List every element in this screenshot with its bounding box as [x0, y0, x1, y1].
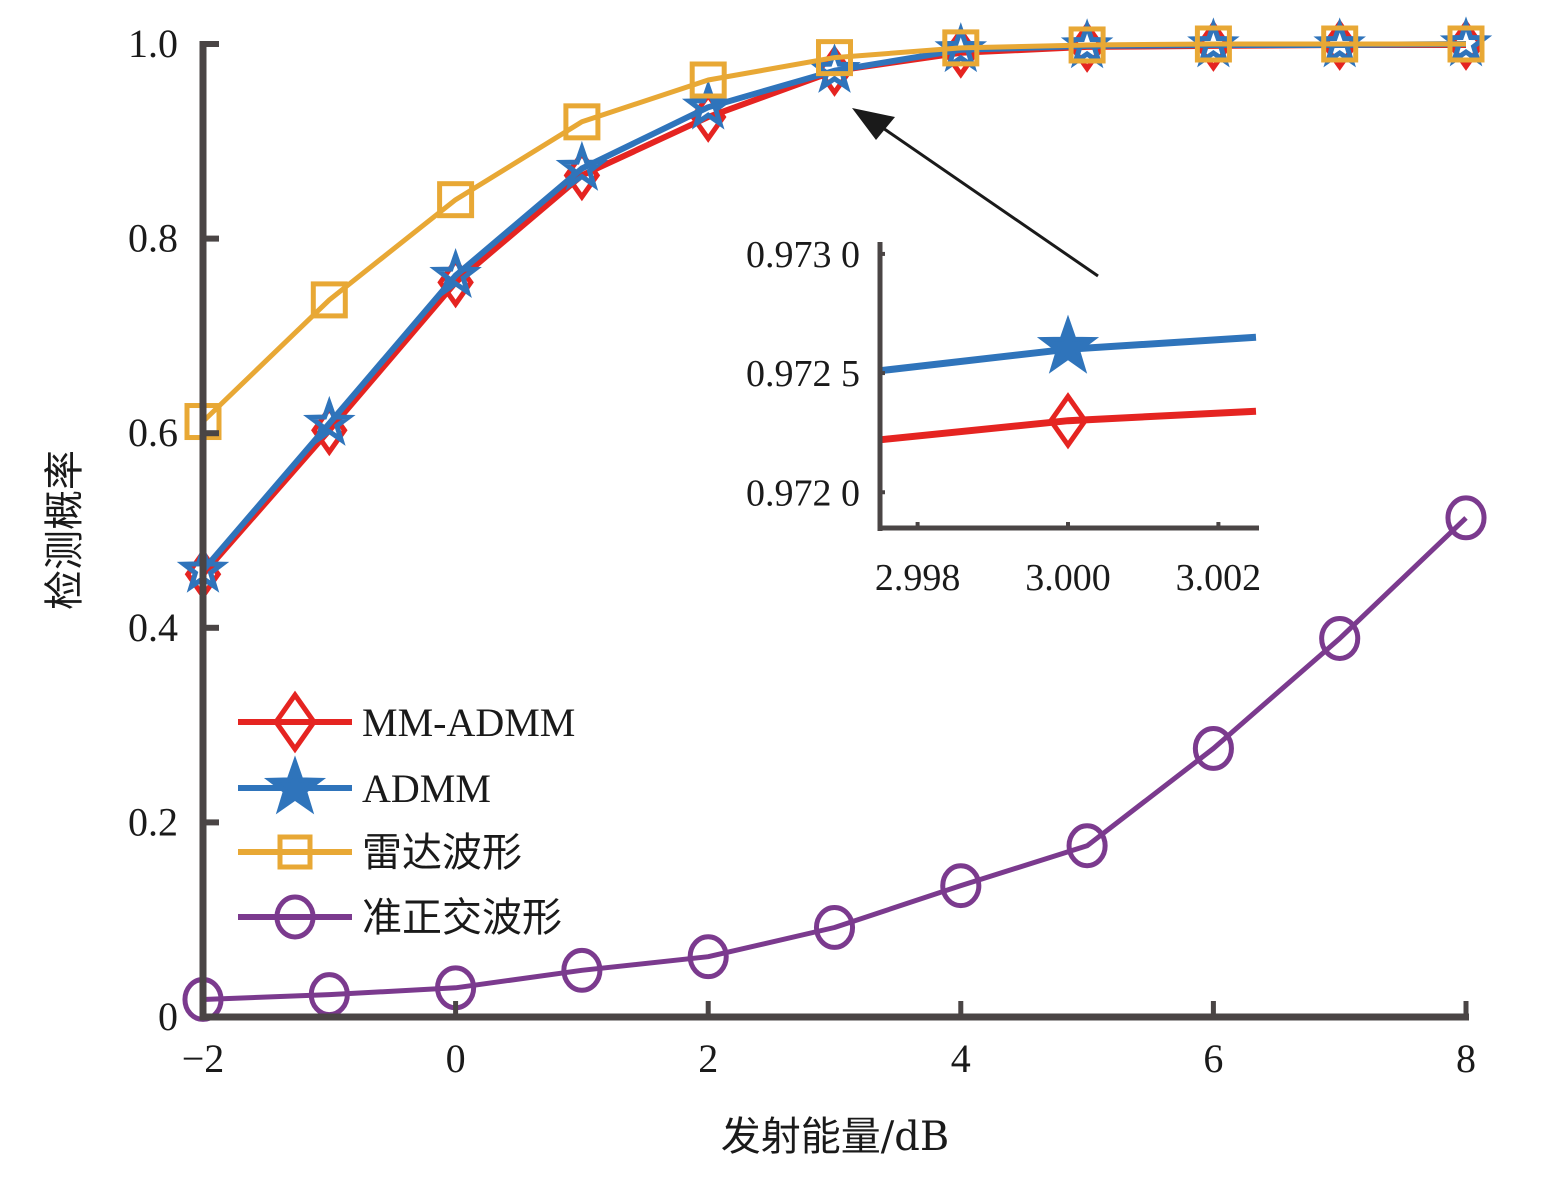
x-tick-label: −2	[182, 1036, 225, 1081]
circle-marker	[274, 894, 316, 940]
square-marker	[310, 281, 348, 319]
y-tick-label: 0.4	[128, 605, 178, 650]
inset-zoom-plot: 0.972 0 0.972 5 0.973 0 2.998 3.000 3.002	[746, 234, 1261, 599]
circle-marker	[561, 947, 603, 993]
x-axis-title: 发射能量/dB	[721, 1114, 949, 1160]
arrow-head-icon	[852, 108, 895, 140]
legend-label: 准正交波形	[362, 895, 562, 941]
circle-marker	[1319, 616, 1361, 661]
inset-y-tick-label: 0.972 5	[746, 353, 860, 395]
star-marker	[1036, 314, 1100, 374]
square-marker	[942, 29, 980, 67]
circle-marker	[1192, 726, 1234, 771]
series-layer	[176, 16, 1493, 1022]
square-marker	[563, 103, 601, 141]
circle-marker	[1445, 495, 1487, 541]
series-circle-line	[182, 495, 1487, 1022]
legend-item: ADMM	[238, 755, 491, 815]
square-marker	[816, 39, 853, 77]
star-marker	[263, 755, 327, 815]
star-marker	[303, 395, 356, 446]
square-marker	[277, 834, 313, 870]
square-marker	[1447, 25, 1485, 63]
square-marker	[1068, 26, 1106, 64]
y-ticks: 0 0.2 0.4 0.6 0.8 1.0	[128, 21, 219, 1039]
y-tick-label: 1.0	[128, 21, 178, 66]
x-tick-label: 4	[951, 1036, 971, 1081]
x-tick-label: 0	[446, 1036, 466, 1081]
star-marker	[429, 247, 482, 298]
circle-marker	[687, 934, 729, 980]
inset-x-tick-label: 2.998	[875, 557, 961, 599]
circle-marker	[813, 905, 856, 950]
legend-item: MM-ADMM	[238, 690, 575, 754]
circle-marker	[1066, 823, 1108, 869]
circle-marker	[940, 863, 982, 909]
series-line	[202, 516, 1468, 1002]
y-tick-label: 0.2	[128, 799, 178, 844]
legend-label: 雷达波形	[362, 830, 522, 876]
star-marker	[555, 140, 609, 191]
zoom-arrow	[852, 108, 1099, 278]
main-plot: 00.20.40.60.81.0 −2 0 2 4 6 8	[128, 16, 1493, 1081]
x-tick-label: 8	[1456, 1036, 1476, 1081]
y-tick-label: 0.8	[128, 216, 178, 261]
square-marker	[1194, 25, 1232, 63]
x-ticks: −2 0 2 4 6 8	[182, 1001, 1476, 1081]
series-line	[201, 41, 1466, 424]
inset-series-star	[879, 314, 1257, 375]
diamond-marker	[1047, 392, 1089, 450]
x-tick-label: 6	[1203, 1036, 1223, 1081]
x-tick-label: 2	[698, 1036, 718, 1081]
diamond-marker	[272, 690, 318, 754]
legend-item: 准正交波形	[238, 894, 562, 941]
inset-y-tick-label: 0.973 0	[746, 234, 860, 276]
legend-label: ADMM	[362, 766, 491, 811]
inset-series-line	[879, 407, 1257, 444]
inset-x-tick-label: 3.000	[1025, 557, 1111, 599]
inset-series-diamond	[879, 392, 1257, 450]
y-tick-label: 0.6	[128, 410, 178, 455]
y-tick-label: 0	[158, 994, 178, 1039]
square-marker	[1321, 25, 1359, 63]
square-marker	[437, 181, 475, 219]
y-axis-title: 检测概率	[42, 450, 88, 610]
legend-label: MM-ADMM	[362, 700, 575, 745]
series-square-line	[184, 25, 1485, 441]
legend-item: 雷达波形	[238, 830, 522, 876]
star-marker	[681, 79, 735, 130]
square-marker	[689, 61, 727, 99]
inset-x-tick-label: 3.002	[1176, 557, 1262, 599]
inset-y-tick-label: 0.972 0	[746, 472, 860, 514]
arrow-line	[879, 124, 1099, 278]
